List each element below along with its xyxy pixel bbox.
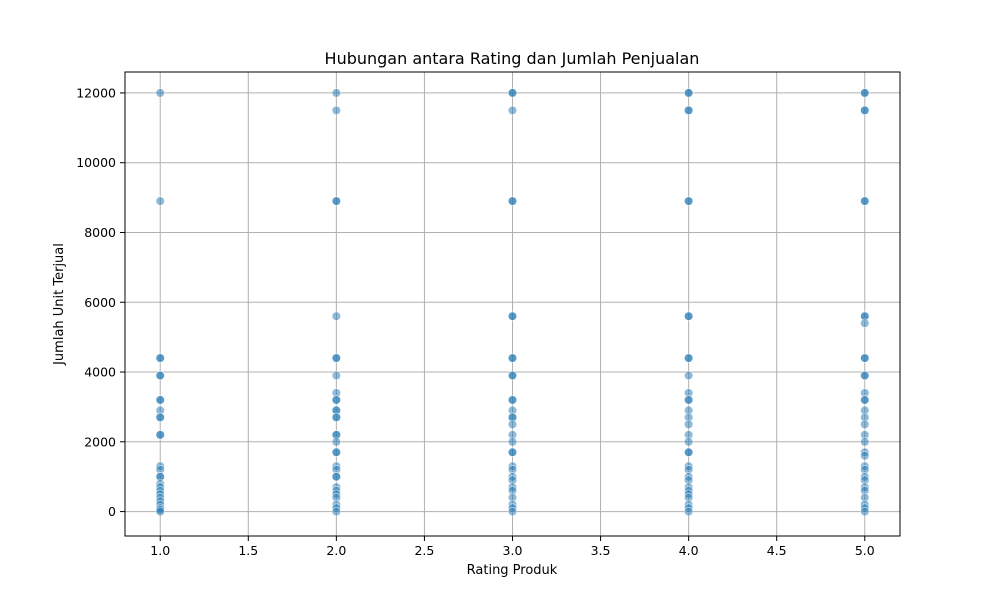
x-tick-label: 2.5 bbox=[414, 543, 434, 558]
scatter-point bbox=[684, 370, 694, 381]
scatter-point bbox=[507, 88, 518, 98]
scatter-point bbox=[684, 196, 694, 206]
scatter-point bbox=[331, 447, 341, 457]
scatter-point bbox=[684, 395, 694, 405]
axis-ticks: 1.0 1.5 2.0 2.5 3.0 3.5 4.0 4.5 5.0 0 2000 4000 6000… bbox=[76, 85, 875, 558]
y-tick-label: 12000 bbox=[76, 85, 116, 100]
data-points bbox=[155, 88, 870, 517]
x-tick-label: 2.0 bbox=[326, 543, 346, 558]
scatter-point bbox=[331, 88, 341, 98]
x-tick-label: 4.5 bbox=[767, 543, 787, 558]
x-tick-label: 3.0 bbox=[503, 543, 523, 558]
x-tick-label: 3.5 bbox=[591, 543, 611, 558]
x-tick-label: 4.0 bbox=[679, 543, 699, 558]
scatter-point bbox=[331, 370, 341, 381]
y-axis-label: Jumlah Unit Terjual bbox=[52, 243, 67, 366]
scatter-point bbox=[155, 370, 165, 381]
scatter-point bbox=[860, 437, 870, 447]
scatter-point bbox=[155, 412, 165, 422]
y-tick-label: 4000 bbox=[84, 365, 116, 380]
scatter-point bbox=[860, 318, 870, 328]
scatter-point bbox=[684, 105, 694, 115]
scatter-point bbox=[507, 437, 518, 447]
scatter-point bbox=[507, 447, 518, 457]
scatter-point bbox=[331, 506, 341, 517]
scatter-point bbox=[331, 412, 341, 422]
scatter-point bbox=[860, 353, 870, 363]
scatter-point bbox=[507, 105, 518, 115]
scatter-point bbox=[155, 430, 165, 440]
scatter-point bbox=[331, 437, 341, 447]
scatter-point bbox=[507, 311, 518, 321]
scatter-point bbox=[860, 419, 870, 429]
scatter-point bbox=[507, 370, 518, 381]
x-tick-label: 5.0 bbox=[855, 543, 875, 558]
x-axis-label: Rating Produk bbox=[467, 563, 558, 578]
scatter-point bbox=[331, 196, 341, 206]
scatter-point bbox=[331, 395, 341, 405]
scatter-point bbox=[684, 311, 694, 321]
scatter-point bbox=[507, 196, 518, 206]
scatter-point bbox=[155, 506, 165, 517]
scatter-point bbox=[684, 353, 694, 363]
scatter-point bbox=[684, 88, 694, 98]
grid-lines bbox=[125, 72, 900, 536]
y-tick-label: 8000 bbox=[84, 225, 116, 240]
scatter-point bbox=[860, 506, 870, 517]
scatter-point bbox=[860, 105, 870, 115]
x-tick-label: 1.5 bbox=[238, 543, 258, 558]
y-tick-label: 0 bbox=[108, 504, 116, 519]
scatter-point bbox=[684, 437, 694, 447]
scatter-point bbox=[507, 395, 518, 405]
scatter-point bbox=[155, 353, 165, 363]
y-tick-label: 6000 bbox=[84, 295, 116, 310]
chart-title: Hubungan antara Rating dan Jumlah Penjua… bbox=[325, 49, 700, 68]
scatter-point bbox=[331, 105, 341, 115]
scatter-point bbox=[684, 419, 694, 429]
scatter-point bbox=[331, 311, 341, 321]
scatter-point bbox=[155, 395, 165, 405]
scatter-point bbox=[155, 196, 165, 206]
scatter-point bbox=[507, 506, 518, 517]
scatter-point bbox=[860, 370, 870, 381]
scatter-point bbox=[684, 506, 694, 517]
scatter-point bbox=[507, 419, 518, 429]
scatter-point bbox=[860, 395, 870, 405]
y-tick-label: 10000 bbox=[76, 155, 116, 170]
scatter-point bbox=[684, 447, 694, 457]
scatter-point bbox=[155, 88, 165, 98]
x-tick-label: 1.0 bbox=[150, 543, 170, 558]
scatter-point bbox=[860, 451, 870, 461]
scatter-point bbox=[860, 196, 870, 206]
scatter-point bbox=[331, 353, 341, 363]
scatter-point bbox=[507, 353, 518, 363]
scatter-point bbox=[860, 88, 870, 98]
y-tick-label: 2000 bbox=[84, 434, 116, 449]
scatter-point bbox=[331, 472, 341, 482]
